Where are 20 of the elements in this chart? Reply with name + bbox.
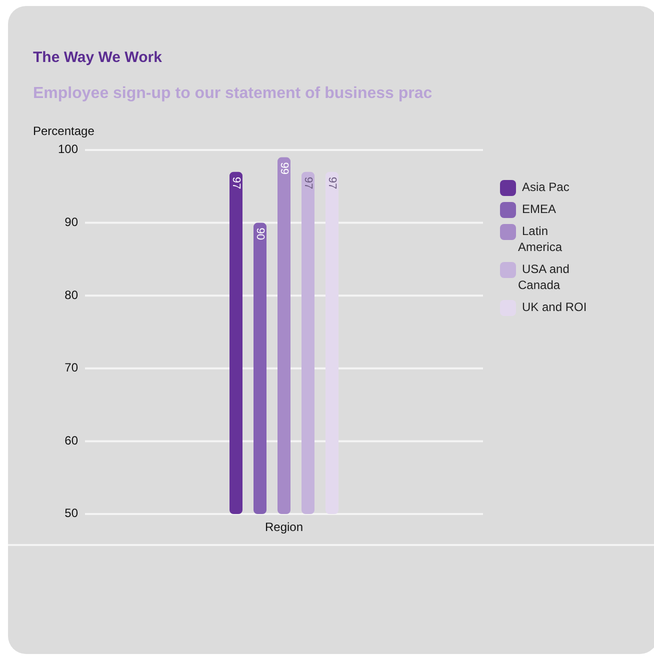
y-tick-label: 60	[64, 433, 78, 448]
y-tick-label: 50	[64, 506, 78, 520]
data-label: 97	[326, 176, 338, 190]
y-tick-label: 70	[64, 360, 78, 375]
data-label: 99	[278, 162, 290, 175]
y-tick-label: 90	[64, 214, 78, 229]
y-tick-label: 80	[64, 288, 78, 302]
legend-label: EMEA	[522, 202, 556, 216]
chart-title: The Way We Work	[33, 49, 163, 66]
x-axis-title: Region	[264, 520, 304, 534]
legend-label: Asia Pac	[522, 180, 570, 194]
legend-label: Latin America	[518, 224, 562, 254]
legend-label: USA and Canada	[518, 262, 570, 292]
data-label: 97	[230, 176, 242, 190]
y-tick-label: 100	[58, 142, 78, 156]
legend-label: UK and ROI	[522, 300, 587, 314]
data-label: 97	[302, 176, 314, 190]
chart-subtitle: Employee sign-up to our statement of business prac	[33, 85, 432, 102]
y-axis-title: Percentage	[33, 124, 95, 138]
data-label: 90	[254, 228, 266, 240]
